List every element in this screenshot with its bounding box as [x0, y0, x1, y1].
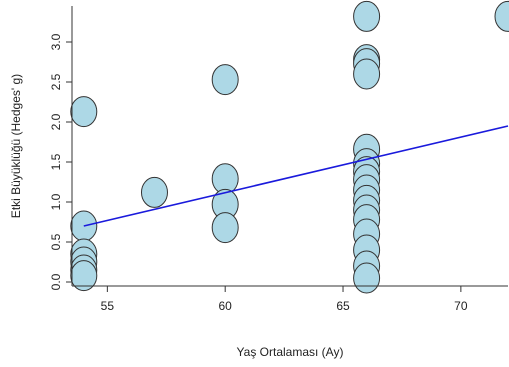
data-point [353, 58, 381, 90]
y-tick-label: 0.0 [49, 273, 63, 290]
regression-line [83, 125, 509, 227]
y-tick-label: 0.5 [49, 233, 63, 250]
y-axis-title: Etki Büyüklüğü (Hedges' g) [9, 74, 23, 218]
x-axis-title: Yaş Ortalaması (Ay) [237, 345, 344, 359]
y-tick-label: 1.5 [49, 153, 63, 170]
data-point [353, 0, 381, 32]
x-tick-label: 70 [454, 299, 468, 313]
regression-line-layer [83, 125, 509, 227]
data-point [70, 260, 98, 292]
axes-layer: 55 60 65 70 0.0 0.5 1.0 1.5 2.0 2.5 3.0 [49, 6, 508, 313]
y-tick-label: 3.0 [49, 33, 63, 50]
y-tick-label: 2.5 [49, 73, 63, 90]
data-point [211, 212, 239, 244]
x-tick-label: 55 [101, 299, 115, 313]
data-point [494, 0, 509, 32]
y-tick-label: 1.0 [49, 193, 63, 210]
y-tick-label: 2.0 [49, 113, 63, 130]
data-point [140, 176, 168, 208]
data-point [353, 262, 381, 294]
points-layer [70, 0, 509, 294]
data-point [70, 96, 98, 128]
x-tick-label: 65 [336, 299, 350, 313]
x-tick-label: 60 [219, 299, 233, 313]
data-point [211, 64, 239, 96]
